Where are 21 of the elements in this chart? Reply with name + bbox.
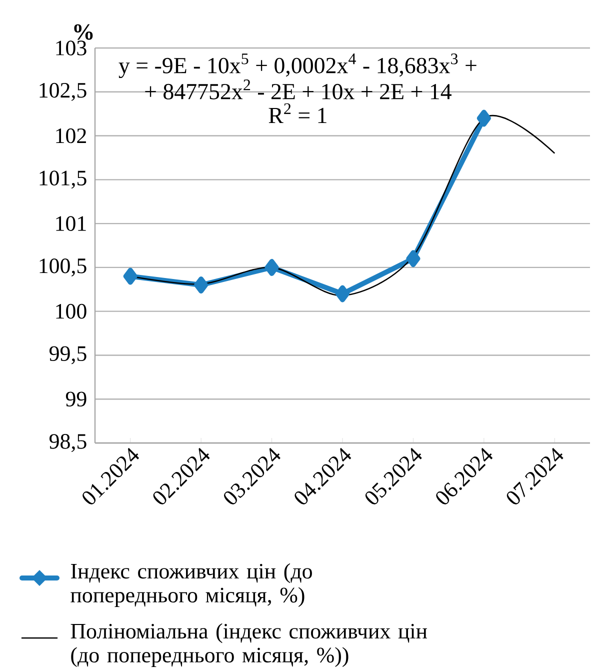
point [406,250,420,268]
y-tick-label: 100,5 [40,258,86,276]
y-tick-label: 100 [56,304,86,319]
annotation: + 847752x$^{2}$ - 2E + 10x + 2E + 14 [145,80,452,100]
y-tick-label: 99 [66,392,86,406]
legend-label: Поліноміальна (індекс споживчих цін (до попереднього місяця, %)) [70,623,428,667]
point [476,110,491,127]
y-tick-label: 99,5 [50,346,86,364]
point [123,268,138,285]
point [336,285,350,302]
point [194,276,208,294]
annotation: R$^{2}$ = 1 [268,103,326,123]
point [264,258,279,276]
y-tick-label: 103 [56,40,86,56]
legend-label: Індекс споживчих цін (до попереднього місяця, %) [70,563,312,607]
y-tick-label: 102,5 [40,82,86,101]
y-tick-label: 101,5 [40,170,86,189]
y-tick-label: 101 [56,216,86,231]
y-axis-title: % [74,24,93,40]
y-tick-label: 102 [56,128,86,144]
annotation: y = -9E - 10x$^{5}$ + 0,0002x$^{4}$ - 18,683x$^{3}$ + [118,53,476,78]
